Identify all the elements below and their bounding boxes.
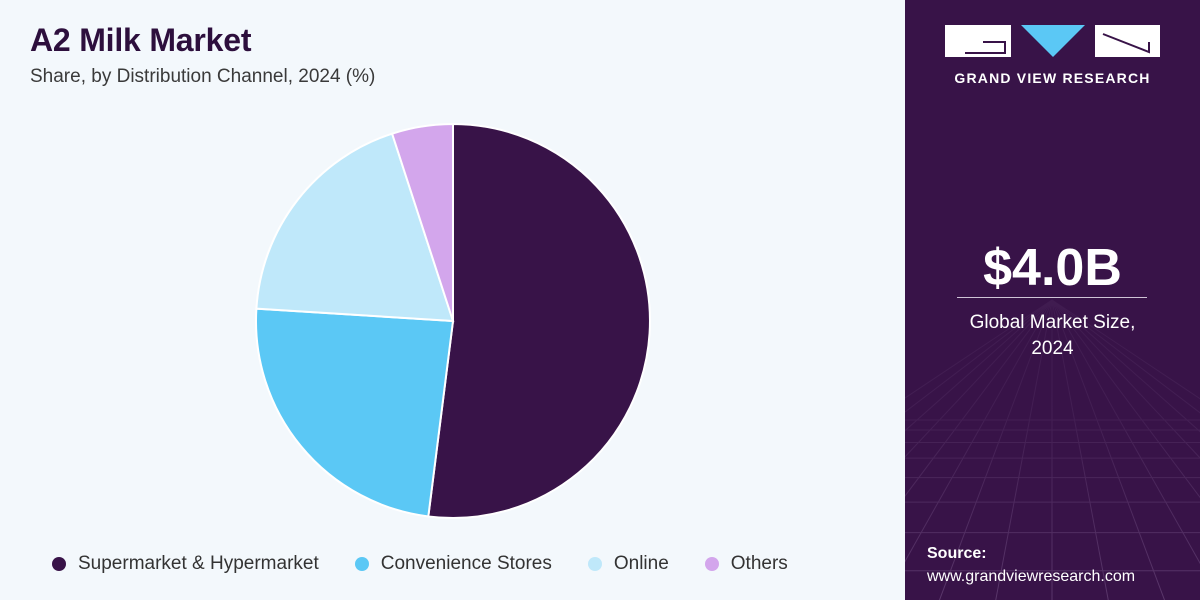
legend-swatch-convenience xyxy=(354,557,369,571)
legend-swatch-others xyxy=(704,557,719,571)
pie-slice-convenience xyxy=(255,307,455,518)
chart-panel: A2 Milk Market Share, by Distribution Ch… xyxy=(0,0,905,600)
legend-swatch-supermarket xyxy=(52,557,66,571)
chart-subtitle: Share, by Distribution Channel, 2024 (%) xyxy=(30,66,376,87)
brand-name: GRAND VIEW RESEARCH xyxy=(954,70,1151,86)
market-size-label: Global Market Size, 2024 xyxy=(905,310,1200,362)
chart-title: A2 Milk Market xyxy=(30,22,252,58)
legend: Supermarket & Hypermarket Convenience St… xyxy=(52,553,824,575)
legend-item-online: Online xyxy=(587,553,669,575)
legend-swatch-online xyxy=(587,557,602,571)
pie-slice-supermarket xyxy=(427,122,651,519)
legend-label-supermarket: Supermarket & Hypermarket xyxy=(78,553,319,574)
legend-label-convenience: Convenience Stores xyxy=(380,553,552,574)
legend-item-others: Others xyxy=(704,553,788,575)
gvr-logo xyxy=(945,25,1160,57)
pie-chart xyxy=(255,122,651,519)
brand-panel: GRAND VIEW RESEARCH $4.0B Global Market … xyxy=(905,0,1200,600)
divider xyxy=(957,297,1147,298)
legend-item-convenience: Convenience Stores xyxy=(354,553,552,575)
pie-slice-online xyxy=(255,132,455,323)
legend-label-online: Online xyxy=(613,553,669,574)
legend-label-others: Others xyxy=(730,553,788,574)
grid-background xyxy=(905,0,1200,600)
legend-item-supermarket: Supermarket & Hypermarket xyxy=(52,553,319,575)
market-size-label-line2: 2024 xyxy=(1031,338,1074,359)
market-size-value: $4.0B xyxy=(983,239,1122,297)
market-size-label-line1: Global Market Size, xyxy=(969,312,1136,333)
source-title: Source: xyxy=(927,545,987,562)
pie-slice-others xyxy=(390,122,454,322)
source-url[interactable]: www.grandviewresearch.com xyxy=(927,568,1136,585)
